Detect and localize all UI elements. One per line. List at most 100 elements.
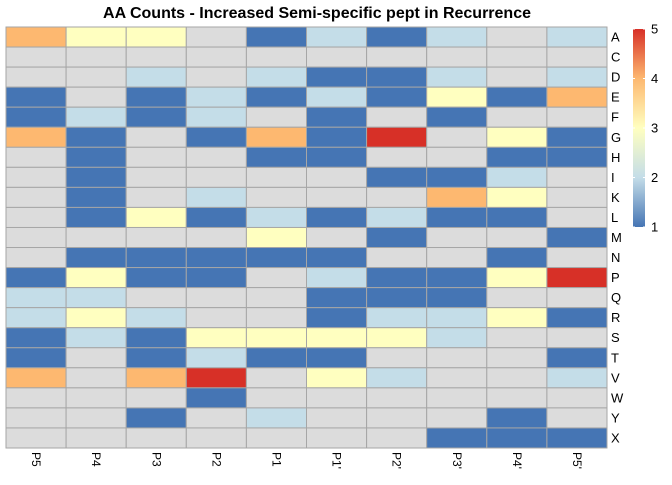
heatmap-cell (306, 146, 368, 168)
heatmap-cell (65, 407, 127, 429)
heatmap-cell (366, 146, 428, 168)
legend-tick-label: 2 (651, 170, 658, 185)
legend-colorbar (633, 29, 645, 227)
heatmap-cell (306, 186, 368, 208)
row-label: H (611, 150, 620, 165)
heatmap-cell (185, 307, 247, 329)
row-label: V (611, 370, 620, 385)
heatmap-cell (426, 307, 488, 329)
heatmap-cell (546, 206, 608, 228)
column-label: P1' (330, 452, 344, 469)
heatmap-cell (426, 26, 488, 48)
heatmap-cell (245, 226, 307, 249)
heatmap-cell (486, 226, 548, 249)
column-label: P2' (390, 452, 404, 469)
chart-title: AA Counts - Increased Semi-specific pept… (103, 5, 531, 22)
heatmap-cell (426, 86, 488, 108)
heatmap-cell (5, 126, 67, 148)
heatmap-cell (5, 186, 67, 208)
heatmap-cell (65, 146, 127, 168)
heatmap-cell (366, 46, 428, 68)
heatmap-cell (65, 226, 127, 249)
heatmap-cell (65, 66, 127, 88)
heatmap-cell (426, 166, 488, 188)
heatmap-cell (366, 407, 428, 429)
heatmap-cell (5, 287, 67, 309)
heatmap-cell (486, 186, 548, 208)
heatmap-cell (306, 86, 368, 108)
heatmap-cell (5, 146, 67, 168)
heatmap-cell (486, 267, 548, 289)
column-label: P5' (570, 452, 584, 469)
heatmap-cell (125, 247, 187, 269)
heatmap-cell (245, 46, 307, 68)
heatmap-cell (426, 126, 488, 148)
heatmap-cell (306, 206, 368, 228)
heatmap-cell (546, 26, 608, 48)
column-label: P1 (269, 452, 283, 467)
heatmap-cell (65, 247, 127, 269)
heatmap-cell (185, 367, 247, 389)
heatmap-cell (245, 186, 307, 208)
heatmap-cell (65, 427, 127, 449)
heatmap-cell (486, 407, 548, 429)
heatmap-cell (125, 126, 187, 148)
heatmap-cell (245, 407, 307, 429)
heatmap-cell (546, 186, 608, 208)
heatmap-cell (426, 287, 488, 309)
heatmap-cell (5, 86, 67, 108)
heatmap-cell (245, 267, 307, 289)
heatmap-cell (65, 267, 127, 289)
heatmap-cell (185, 427, 247, 449)
heatmap-cell (306, 327, 368, 349)
heatmap-cell (185, 126, 247, 148)
heatmap-cell (5, 247, 67, 269)
row-label: F (611, 110, 619, 125)
heatmap-cell (426, 347, 488, 369)
column-label: P5 (29, 452, 43, 467)
heatmap-cell (486, 26, 548, 48)
heatmap-cell (185, 407, 247, 429)
heatmap-cell (486, 206, 548, 228)
row-label: N (611, 250, 620, 265)
heatmap-cell (486, 66, 548, 88)
heatmap-cell (65, 367, 127, 389)
heatmap-cell (486, 367, 548, 389)
heatmap-cell (185, 287, 247, 309)
row-label: L (611, 210, 618, 225)
heatmap-cell (245, 347, 307, 369)
heatmap-cell (125, 327, 187, 349)
row-label: Y (611, 410, 620, 425)
row-label: G (611, 130, 621, 145)
heatmap-cell (65, 46, 127, 68)
heatmap-cell (306, 427, 368, 449)
heatmap-cell (426, 106, 488, 128)
heatmap-cell (185, 387, 247, 409)
heatmap-cell (245, 66, 307, 88)
heatmap-cell (125, 347, 187, 369)
heatmap-cell (546, 267, 608, 289)
heatmap-cell (426, 206, 488, 228)
heatmap-cell (5, 367, 67, 389)
heatmap-cell (125, 186, 187, 208)
row-label: Q (611, 290, 621, 305)
heatmap-cell (185, 86, 247, 108)
heatmap-cell (546, 347, 608, 369)
heatmap-cell (245, 427, 307, 449)
heatmap-cell (5, 206, 67, 228)
heatmap-cell (185, 327, 247, 349)
heatmap-cell (5, 347, 67, 369)
heatmap-cell (65, 186, 127, 208)
row-label: P (611, 270, 620, 285)
heatmap-cell (5, 327, 67, 349)
heatmap-cell (486, 387, 548, 409)
heatmap-cell (65, 347, 127, 369)
color-legend: 1 2 3 4 5 (633, 22, 658, 235)
column-label: P2 (209, 452, 223, 467)
heatmap-cell (366, 347, 428, 369)
heatmap-cell (486, 427, 548, 449)
heatmap-cell (125, 66, 187, 88)
heatmap-cell (366, 86, 428, 108)
heatmap-cell (546, 387, 608, 409)
